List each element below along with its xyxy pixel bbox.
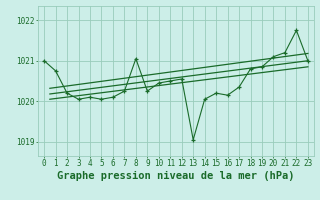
X-axis label: Graphe pression niveau de la mer (hPa): Graphe pression niveau de la mer (hPa) <box>57 171 295 181</box>
